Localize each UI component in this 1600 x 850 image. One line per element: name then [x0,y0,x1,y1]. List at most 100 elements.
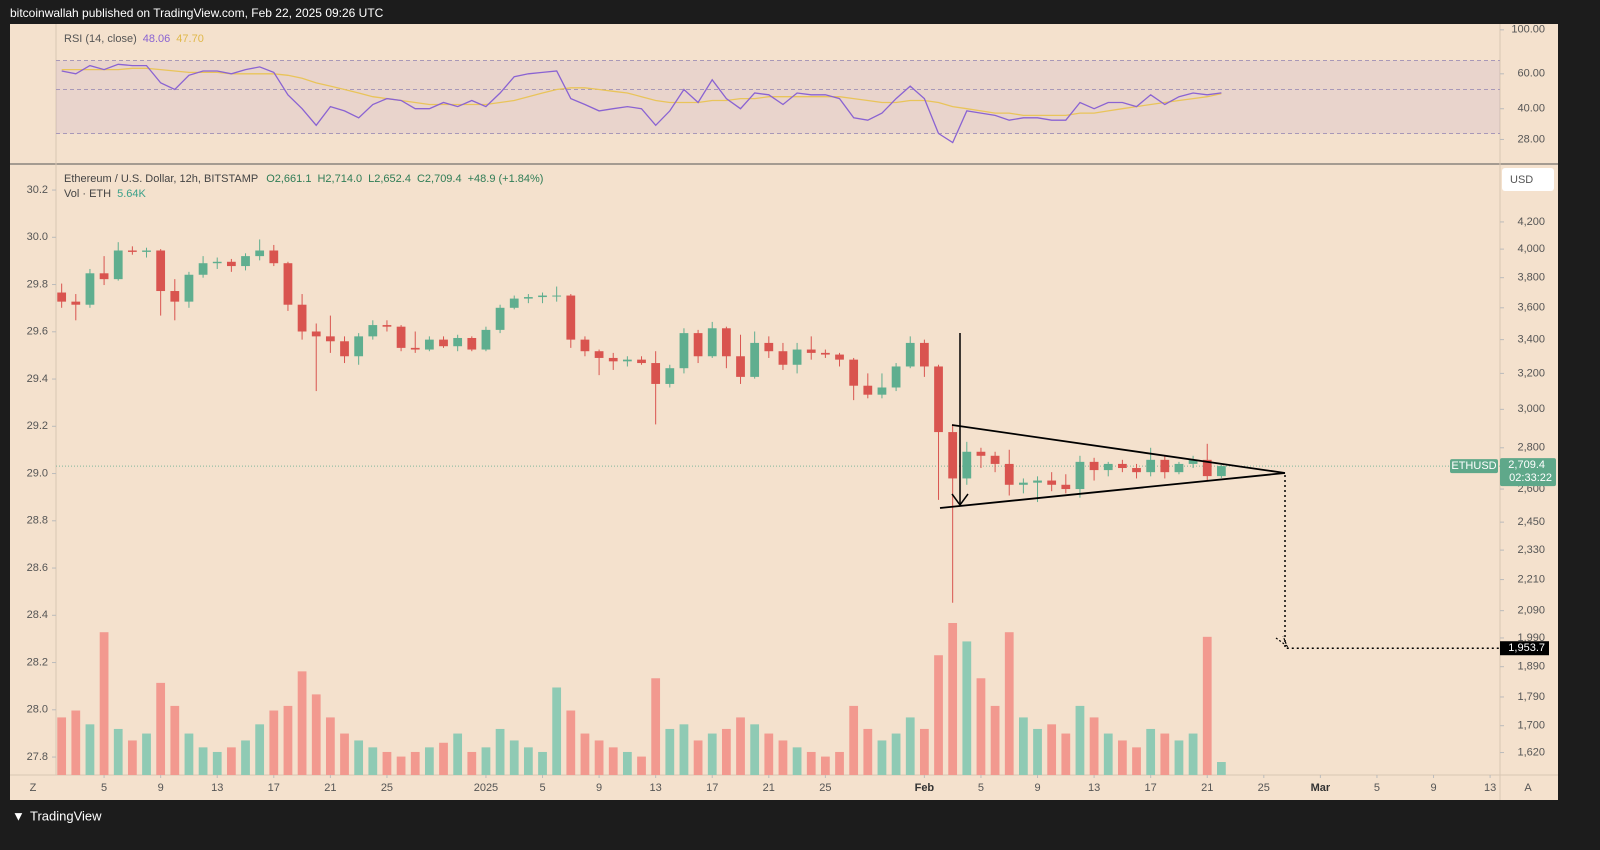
candle-body [580,339,590,352]
volume-bar [113,728,123,775]
candle-body [594,351,604,358]
x-tick-label: 9 [158,782,164,794]
currency-box[interactable] [1502,168,1554,191]
candle-body [990,455,1000,464]
z-button[interactable]: Z [30,782,37,794]
x-tick-label: 21 [1201,782,1213,794]
candle-body [1117,463,1127,469]
brand: TradingView [30,808,102,823]
drawing-layer: 5 9 13 17 21 25 2025 5 9 13 17 21 25 Feb 5 9 13 17 21 25 Mar… [27,24,1556,794]
candle-body [934,366,943,433]
volume-bar [1075,705,1085,775]
close-label: C2,709.4 [417,173,462,185]
y-tick-label: 2,330 [1517,544,1545,556]
candle-body [382,325,392,327]
candle-body [142,250,151,252]
volume-bar [1089,717,1099,775]
annotations [939,333,1289,648]
candle-body [1132,468,1141,473]
candle-body [835,354,844,360]
volume-bar [241,740,250,775]
candle-body [170,291,180,302]
candle-body [849,359,859,386]
candle-body [99,273,109,280]
candle-body [1103,463,1113,471]
candle-body [1188,459,1198,464]
candle-body [71,301,81,305]
volume-bar [679,724,689,775]
candle-body [891,366,901,388]
y2-tick-label: 30.2 [27,184,48,196]
candle-body [509,298,519,308]
y-tick-label: 4,000 [1517,243,1545,255]
candle-body [962,451,972,479]
a-button[interactable]: A [1524,782,1532,794]
candle-body [1061,484,1071,490]
y-tick-label: 1,620 [1517,746,1545,758]
candle-body [622,359,632,362]
x-tick-label: 25 [381,782,393,794]
volume-bar [439,742,448,775]
x-tick-label: Mar [1311,782,1331,794]
volume-bar [594,740,604,775]
volume-bar [877,740,887,775]
symbol-box [1450,459,1498,474]
candle-body [707,328,717,357]
volume-bar [1188,733,1198,775]
publisher: bitcoinwallah published on TradingView.c… [10,6,384,20]
volume-bar [311,694,321,775]
x-tick-label: Feb [915,782,935,794]
volume-bar [976,678,986,775]
volume-bar [1160,733,1170,775]
volume-bar [368,747,378,775]
volume-name: Vol · ETH [64,188,111,200]
volume-bar [750,724,760,775]
candle-body [1047,480,1057,485]
y2-tick-label: 28.8 [27,515,48,527]
candle-body [538,295,547,298]
x-tick-label: 9 [1034,782,1040,794]
volume-bar [495,728,505,775]
volume-bar [721,728,731,775]
y-tick-label: 3,200 [1517,367,1545,379]
volume-bar [736,717,745,775]
volume-bar [467,751,477,775]
volume-bar [509,740,519,775]
x-tick-label: 5 [1374,782,1380,794]
volume-bar [297,671,307,775]
candle-body [919,342,929,367]
change-label: +48.9 (+1.84%) [468,173,544,185]
candle-body [368,325,378,337]
candle-body [665,368,675,384]
volume-bar [905,717,915,775]
candle-body [453,337,463,347]
candle-body [1160,459,1170,473]
price-label: 2,709.4 [1508,459,1545,471]
chart-title: Ethereum / U.S. Dollar, 12h, BITSTAMP [64,173,258,185]
candle-body [1174,463,1184,473]
candle-body [241,256,250,267]
candle-body [325,336,335,342]
candle-body [1216,466,1226,477]
volume-bar [1202,636,1212,775]
candle-body [410,347,420,350]
volume-bar [1146,728,1156,775]
volume-bar [1018,717,1028,775]
candle-body [1004,463,1014,485]
rsi-value: 48.06 [143,33,171,45]
volume-bar [481,747,491,775]
volume-bar [255,724,265,775]
volume-bar [142,733,151,775]
rsi-name: RSI (14, close) [64,33,137,45]
x-tick-label: 17 [706,782,718,794]
volume-bar [552,687,562,775]
rsi-line [61,63,1222,144]
candle-body [523,297,533,299]
y-tick-label: 4,200 [1517,216,1545,228]
x-tick-label: 21 [324,782,336,794]
volume-legend: Vol · ETH 5.64K [64,188,146,200]
volume-bar [127,740,137,775]
candle-body [439,339,448,347]
volume-bar [1004,632,1014,775]
y-tick-label: 2,800 [1517,442,1545,454]
